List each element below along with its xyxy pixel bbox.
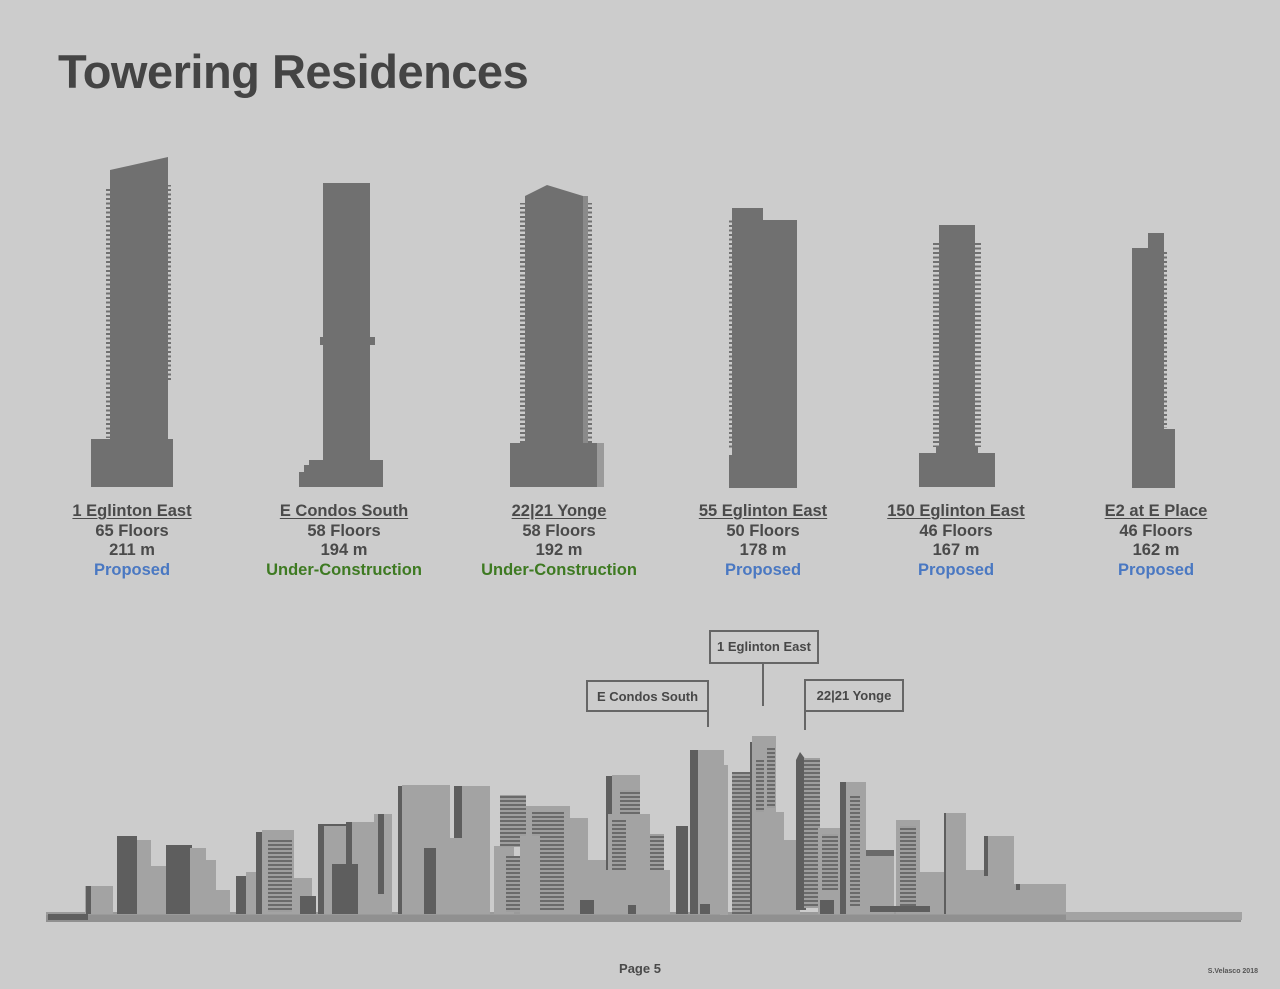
tower-caption: 1 Eglinton East 65 Floors 211 m Proposed bbox=[22, 502, 242, 581]
tower-floors: 58 Floors bbox=[522, 521, 596, 540]
tower-caption: 150 Eglinton East 46 Floors 167 m Propos… bbox=[846, 502, 1066, 581]
tower-floors: 46 Floors bbox=[1119, 521, 1193, 540]
tower-floors: 58 Floors bbox=[307, 521, 381, 540]
tower-caption: 55 Eglinton East 50 Floors 178 m Propose… bbox=[653, 502, 873, 581]
callout-e-condos-south: E Condos South bbox=[586, 680, 709, 712]
tower-name: 22|21 Yonge bbox=[511, 502, 607, 520]
tower-caption: E2 at E Place 46 Floors 162 m Proposed bbox=[1046, 502, 1266, 581]
tower-status: Under-Construction bbox=[266, 561, 422, 580]
tower-height: 178 m bbox=[739, 541, 787, 560]
tower-height: 194 m bbox=[320, 541, 368, 560]
page-title: Towering Residences bbox=[58, 45, 529, 98]
tower-height: 192 m bbox=[535, 541, 583, 560]
tower-status: Under-Construction bbox=[481, 561, 637, 580]
tower-status: Proposed bbox=[724, 561, 802, 580]
tower-floors: 46 Floors bbox=[919, 521, 993, 540]
tower-caption: E Condos South 58 Floors 194 m Under-Con… bbox=[234, 502, 454, 581]
tower-status: Proposed bbox=[93, 561, 171, 580]
tower-e-condos-south bbox=[299, 183, 383, 487]
leader-line bbox=[804, 710, 806, 730]
tower-height: 162 m bbox=[1132, 541, 1180, 560]
tower-name: 1 Eglinton East bbox=[72, 502, 192, 520]
tower-name: E2 at E Place bbox=[1104, 502, 1208, 520]
tower-floors: 50 Floors bbox=[726, 521, 800, 540]
tower-150-eglinton-east bbox=[919, 225, 995, 487]
tower-name: 55 Eglinton East bbox=[698, 502, 828, 520]
leader-line bbox=[707, 710, 709, 727]
callout-22-21-yonge: 22|21 Yonge bbox=[804, 679, 904, 712]
tower-height: 211 m bbox=[109, 541, 155, 560]
tower-55-eglinton-east bbox=[729, 208, 797, 488]
tower-caption: 22|21 Yonge 58 Floors 192 m Under-Constr… bbox=[449, 502, 669, 581]
tower-1-eglinton-east bbox=[91, 157, 173, 487]
author-credit: S.Velasco 2018 bbox=[1207, 968, 1258, 975]
callout-1-eglinton-east: 1 Eglinton East bbox=[709, 630, 819, 664]
tower-floors: 65 Floors bbox=[95, 521, 169, 540]
tower-status: Proposed bbox=[1117, 561, 1195, 580]
tower-name: 150 Eglinton East bbox=[887, 502, 1025, 520]
tower-22-21-yonge bbox=[510, 185, 604, 487]
city-skyline bbox=[46, 736, 1242, 922]
tower-status: Proposed bbox=[917, 561, 995, 580]
tower-e2-at-e-place bbox=[1132, 233, 1175, 488]
tower-elevations bbox=[91, 157, 1175, 488]
tower-height: 167 m bbox=[932, 541, 980, 560]
page-number: Page 5 bbox=[619, 961, 661, 976]
tower-name: E Condos South bbox=[279, 502, 409, 520]
leader-line bbox=[762, 664, 764, 706]
